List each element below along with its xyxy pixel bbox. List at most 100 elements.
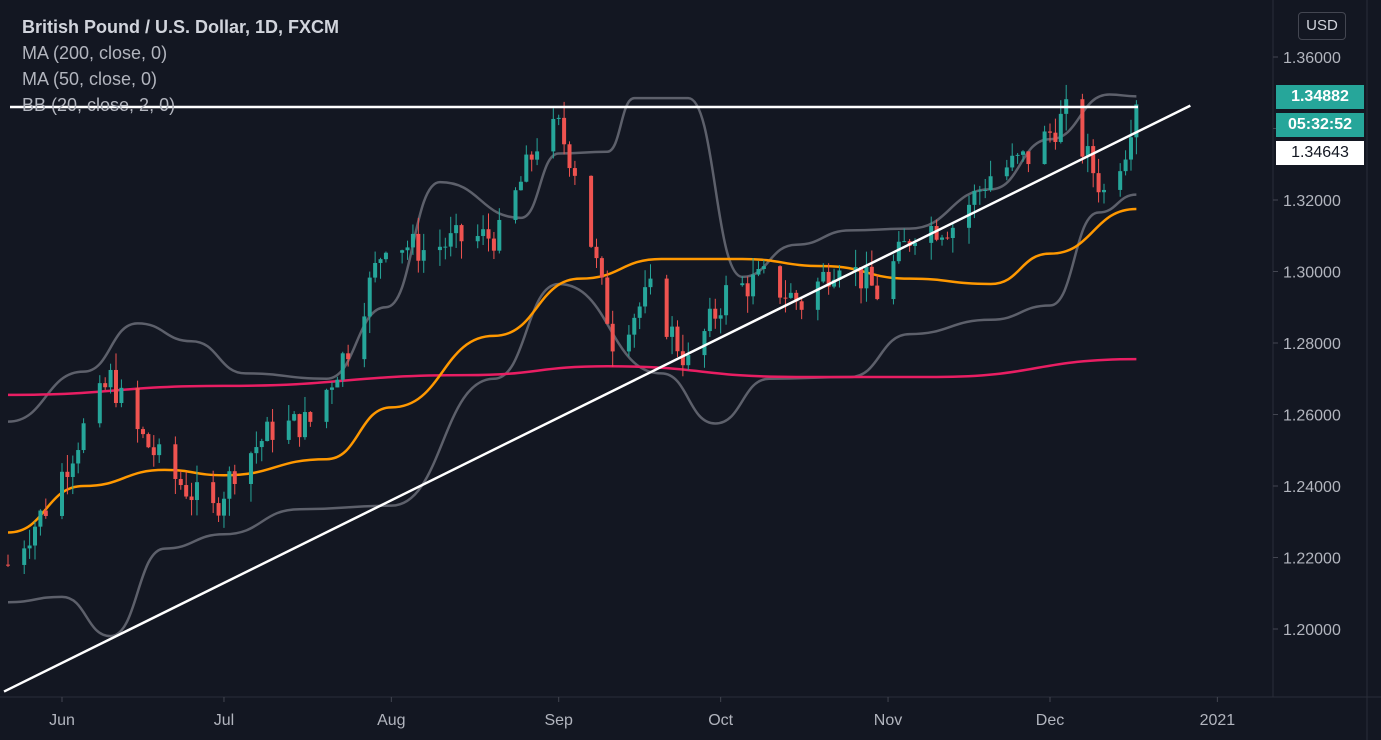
candle-body — [1021, 151, 1026, 155]
candle-body — [632, 317, 637, 335]
candle-body — [491, 238, 496, 251]
symbol-title[interactable]: British Pound / U.S. Dollar, 1D, FXCM — [22, 17, 340, 37]
candle — [751, 258, 756, 305]
candle-body — [902, 241, 907, 243]
candle — [1123, 150, 1128, 176]
candle-body — [270, 421, 275, 440]
candle — [259, 438, 264, 462]
candle-body — [778, 266, 783, 298]
candle-body — [1085, 146, 1090, 157]
candle-body — [335, 379, 340, 388]
candle-body — [157, 444, 162, 456]
drawings[interactable] — [3, 104, 1191, 693]
candle-body — [27, 545, 32, 549]
candle-body — [81, 423, 86, 451]
candle — [535, 138, 540, 166]
candle — [308, 411, 313, 427]
candle — [594, 238, 599, 269]
candle-body — [140, 429, 145, 435]
candle — [637, 302, 642, 330]
candle-body — [221, 498, 226, 516]
candle — [286, 405, 291, 445]
candle — [1134, 100, 1139, 155]
candle-body — [751, 274, 756, 297]
time-axis[interactable]: Jun Jul Aug Sep Oct Nov Dec 2021 — [49, 697, 1235, 729]
legend-bb[interactable]: BB (20, close, 2, 0) — [22, 95, 176, 115]
candle — [486, 213, 491, 252]
candle — [589, 175, 594, 248]
candle — [151, 435, 156, 467]
ma200-line — [8, 357, 1137, 397]
candle-body — [821, 271, 826, 282]
candle — [97, 375, 102, 428]
candle-body — [97, 383, 102, 424]
candle — [400, 249, 405, 264]
candle-body — [410, 233, 415, 248]
legend-ma200[interactable]: MA (200, close, 0) — [22, 43, 168, 63]
candle — [119, 379, 124, 408]
candle — [799, 296, 804, 320]
candle — [1118, 163, 1123, 197]
candle-body — [702, 331, 707, 356]
candle-body — [43, 510, 48, 516]
candle-body — [599, 258, 604, 278]
candle-body — [378, 259, 383, 263]
candle-body — [518, 181, 523, 191]
candle-body — [745, 283, 750, 297]
candle — [481, 215, 486, 246]
candle-body — [972, 190, 977, 205]
candle-body — [443, 246, 448, 248]
candle — [1085, 133, 1090, 173]
time-tick-label: Oct — [708, 712, 733, 729]
candle-body — [664, 278, 669, 337]
candle-body — [189, 496, 194, 501]
candle — [265, 416, 270, 442]
candle-body — [950, 227, 955, 238]
price-axis[interactable]: 1.360001.340001.320001.300001.280001.260… — [1273, 50, 1341, 639]
candle-body — [983, 189, 988, 191]
candle-body — [1015, 154, 1020, 156]
candle-body — [1128, 137, 1133, 160]
candle-body — [626, 334, 631, 352]
candle — [988, 160, 993, 192]
candle-body — [184, 485, 189, 497]
candle-body — [761, 266, 766, 269]
candle-body — [232, 471, 237, 484]
candle-body — [248, 453, 253, 484]
time-tick-label: 2021 — [1200, 712, 1236, 729]
candle — [967, 195, 972, 244]
candle-body — [826, 271, 831, 287]
candle — [329, 382, 334, 404]
candle-body — [481, 229, 486, 237]
candle-body — [400, 250, 405, 253]
candle — [221, 491, 226, 528]
candle — [562, 101, 567, 155]
currency-button[interactable]: USD — [1298, 12, 1346, 40]
candle — [1091, 139, 1096, 188]
candle — [302, 396, 307, 440]
legend-ma50[interactable]: MA (50, close, 0) — [22, 69, 158, 89]
candle — [724, 275, 729, 325]
candle — [675, 320, 680, 357]
price-tick-label: 1.24000 — [1283, 479, 1341, 496]
candle-body — [437, 246, 442, 251]
candle — [853, 249, 858, 287]
candlesticks — [6, 84, 1139, 575]
candle-body — [324, 389, 329, 422]
candle-body — [1053, 132, 1058, 143]
candle-body — [346, 353, 351, 360]
candle-body — [940, 237, 945, 240]
candle-body — [783, 297, 788, 299]
candle-body — [33, 526, 38, 546]
candle — [1101, 183, 1106, 204]
candle — [135, 380, 140, 443]
candle — [491, 231, 496, 260]
candle — [113, 353, 118, 408]
price-tick-label: 1.36000 — [1283, 50, 1341, 67]
candle — [108, 363, 113, 394]
candle — [1080, 93, 1085, 164]
candle — [70, 455, 75, 495]
candle-body — [119, 387, 124, 404]
candle — [38, 509, 43, 536]
